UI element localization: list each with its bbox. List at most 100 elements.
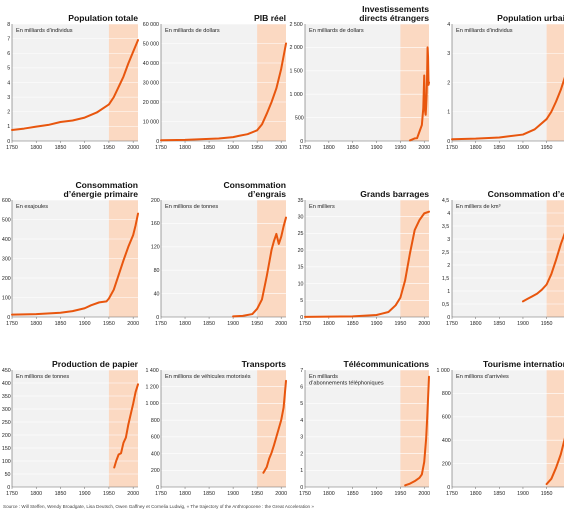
y-tick-label: 2,5 <box>442 250 449 256</box>
x-tick-label: 1950 <box>541 321 553 327</box>
x-tick-label: 1850 <box>203 321 215 327</box>
data-point <box>118 86 120 88</box>
data-point <box>275 436 277 438</box>
y-tick-label: 350 <box>2 394 11 400</box>
data-point <box>498 136 500 139</box>
y-tick-label: 1 <box>300 468 303 474</box>
data-point <box>113 289 115 291</box>
x-tick-label: 1850 <box>55 491 67 497</box>
chart-title: Consommation <box>223 180 286 190</box>
post-1950-shading <box>546 200 564 317</box>
data-point <box>238 135 240 137</box>
y-tick-label: 30 000 <box>143 80 159 86</box>
x-tick-label: 1850 <box>347 145 359 151</box>
data-point <box>421 473 423 476</box>
unit-label: En exajoules <box>16 204 48 210</box>
data-point <box>275 233 277 235</box>
data-point <box>256 308 258 310</box>
chart-title: Consommation <box>75 180 138 190</box>
data-point <box>251 313 253 315</box>
y-tick-label: 800 <box>151 418 160 424</box>
data-point <box>208 138 210 140</box>
data-point <box>426 74 428 77</box>
unit-label: En milliards <box>309 374 338 380</box>
y-tick-label: 2 000 <box>290 45 303 51</box>
y-tick-label: 4,5 <box>442 198 449 204</box>
x-tick-label: 1750 <box>6 321 18 327</box>
x-tick-label: 1750 <box>6 491 18 497</box>
x-tick-label: 1750 <box>299 491 311 497</box>
data-point <box>270 452 273 454</box>
x-tick-label: 1800 <box>323 145 335 151</box>
y-tick-label: 1 000 <box>290 92 303 98</box>
chart-8: 0 50 100 150 200 250 300 350 400 450 1750 1800 1850 1… <box>2 359 139 497</box>
chart-title: d’énergie primaire <box>63 189 138 199</box>
y-tick-label: 3 <box>447 51 450 57</box>
data-point <box>122 442 125 444</box>
y-tick-label: 6 <box>7 51 10 57</box>
x-tick-label: 1950 <box>103 145 115 151</box>
data-point <box>522 133 524 136</box>
y-tick-label: 3 <box>447 237 450 243</box>
y-tick-label: 0 <box>156 485 159 491</box>
data-point <box>560 89 562 91</box>
y-tick-label: 200 <box>442 461 451 467</box>
x-tick-label: 2000 <box>418 321 430 327</box>
y-tick-label: 0 <box>300 315 303 321</box>
x-tick-label: 1850 <box>493 321 505 327</box>
x-tick-label: 1850 <box>493 145 505 151</box>
unit-label: En millions de tonnes <box>165 204 218 210</box>
chart-2: 0 500 1 000 1 500 2 000 2 500 1750 1800 1850 1900… <box>290 4 431 151</box>
y-tick-label: 400 <box>2 237 11 243</box>
x-tick-label: 1950 <box>394 145 406 151</box>
y-tick-label: 800 <box>442 391 451 397</box>
x-tick-label: 2000 <box>127 491 139 497</box>
y-tick-label: 500 <box>295 115 304 121</box>
data-point <box>418 477 421 479</box>
data-point <box>108 297 110 300</box>
data-point <box>423 212 425 214</box>
x-tick-label: 1850 <box>203 145 215 151</box>
x-tick-label: 1950 <box>541 491 553 497</box>
y-tick-label: 1 <box>447 110 450 116</box>
x-tick-label: 1800 <box>179 491 191 497</box>
data-point <box>125 437 127 439</box>
data-point <box>428 376 430 378</box>
data-point <box>122 259 125 262</box>
x-tick-label: 2000 <box>275 491 287 497</box>
data-point <box>261 298 263 301</box>
y-tick-label: 600 <box>151 435 160 441</box>
y-tick-label: 10 000 <box>143 119 159 125</box>
x-tick-label: 1950 <box>103 491 115 497</box>
x-tick-label: 1900 <box>517 491 529 497</box>
series-line <box>521 232 564 303</box>
unit-label: En millions d’arrivées <box>456 374 509 380</box>
y-tick-label: 4 <box>300 418 303 424</box>
data-point <box>23 127 25 130</box>
y-tick-label: 15 <box>298 265 304 271</box>
data-point <box>534 128 536 130</box>
y-tick-label: 400 <box>442 438 451 444</box>
x-tick-label: 1850 <box>55 145 67 151</box>
chart-title: Investissements <box>362 4 429 14</box>
data-point <box>555 467 557 469</box>
data-point <box>414 480 416 482</box>
data-point <box>71 310 74 312</box>
data-point <box>285 216 287 219</box>
data-point <box>127 62 129 65</box>
x-tick-label: 1900 <box>371 145 383 151</box>
data-point <box>115 460 117 462</box>
y-tick-label: 0 <box>300 485 303 491</box>
x-tick-label: 1850 <box>493 491 505 497</box>
data-point <box>414 137 416 140</box>
data-point <box>98 301 100 303</box>
y-tick-label: 2 <box>447 80 450 86</box>
data-point <box>268 457 270 460</box>
data-point <box>273 240 275 242</box>
y-tick-label: 1 200 <box>146 385 159 391</box>
x-tick-label: 1750 <box>155 491 167 497</box>
series-line <box>262 379 287 474</box>
post-1950-shading <box>257 370 286 487</box>
data-point <box>555 100 557 103</box>
y-tick-label: 5 <box>300 401 303 407</box>
